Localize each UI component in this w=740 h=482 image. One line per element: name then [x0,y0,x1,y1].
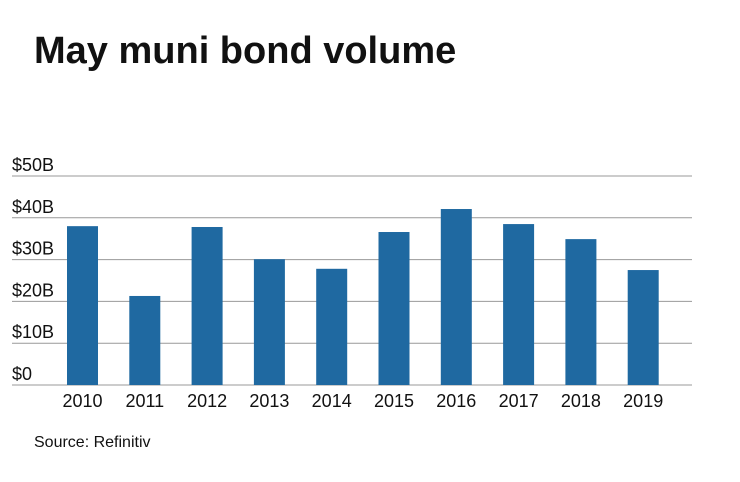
x-tick-label: 2014 [312,391,352,411]
x-tick-label: 2013 [249,391,289,411]
bar [503,224,535,385]
x-tick-label: 2012 [187,391,227,411]
bar [565,239,597,385]
x-tick-label: 2010 [62,391,102,411]
source-note: Source: Refinitiv [34,434,151,451]
y-tick-label: $10B [12,322,54,342]
bar [378,232,410,385]
x-tick-label: 2017 [499,391,539,411]
bar [627,270,659,385]
bar [316,268,348,385]
bar [191,226,223,385]
x-tick-label: 2019 [623,391,663,411]
bar [129,295,161,385]
x-tick-label: 2015 [374,391,414,411]
y-tick-label: $20B [12,280,54,300]
bar [440,209,472,385]
y-tick-label: $50B [12,155,54,175]
y-tick-label: $30B [12,239,54,259]
x-tick-label: 2018 [561,391,601,411]
x-tick-label: 2011 [125,391,164,411]
y-tick-label: $40B [12,197,54,217]
bar [253,259,285,385]
bar [67,226,98,385]
chart-title: May muni bond volume [34,30,456,72]
x-tick-label: 2016 [436,391,476,411]
y-tick-label: $0 [12,364,32,384]
